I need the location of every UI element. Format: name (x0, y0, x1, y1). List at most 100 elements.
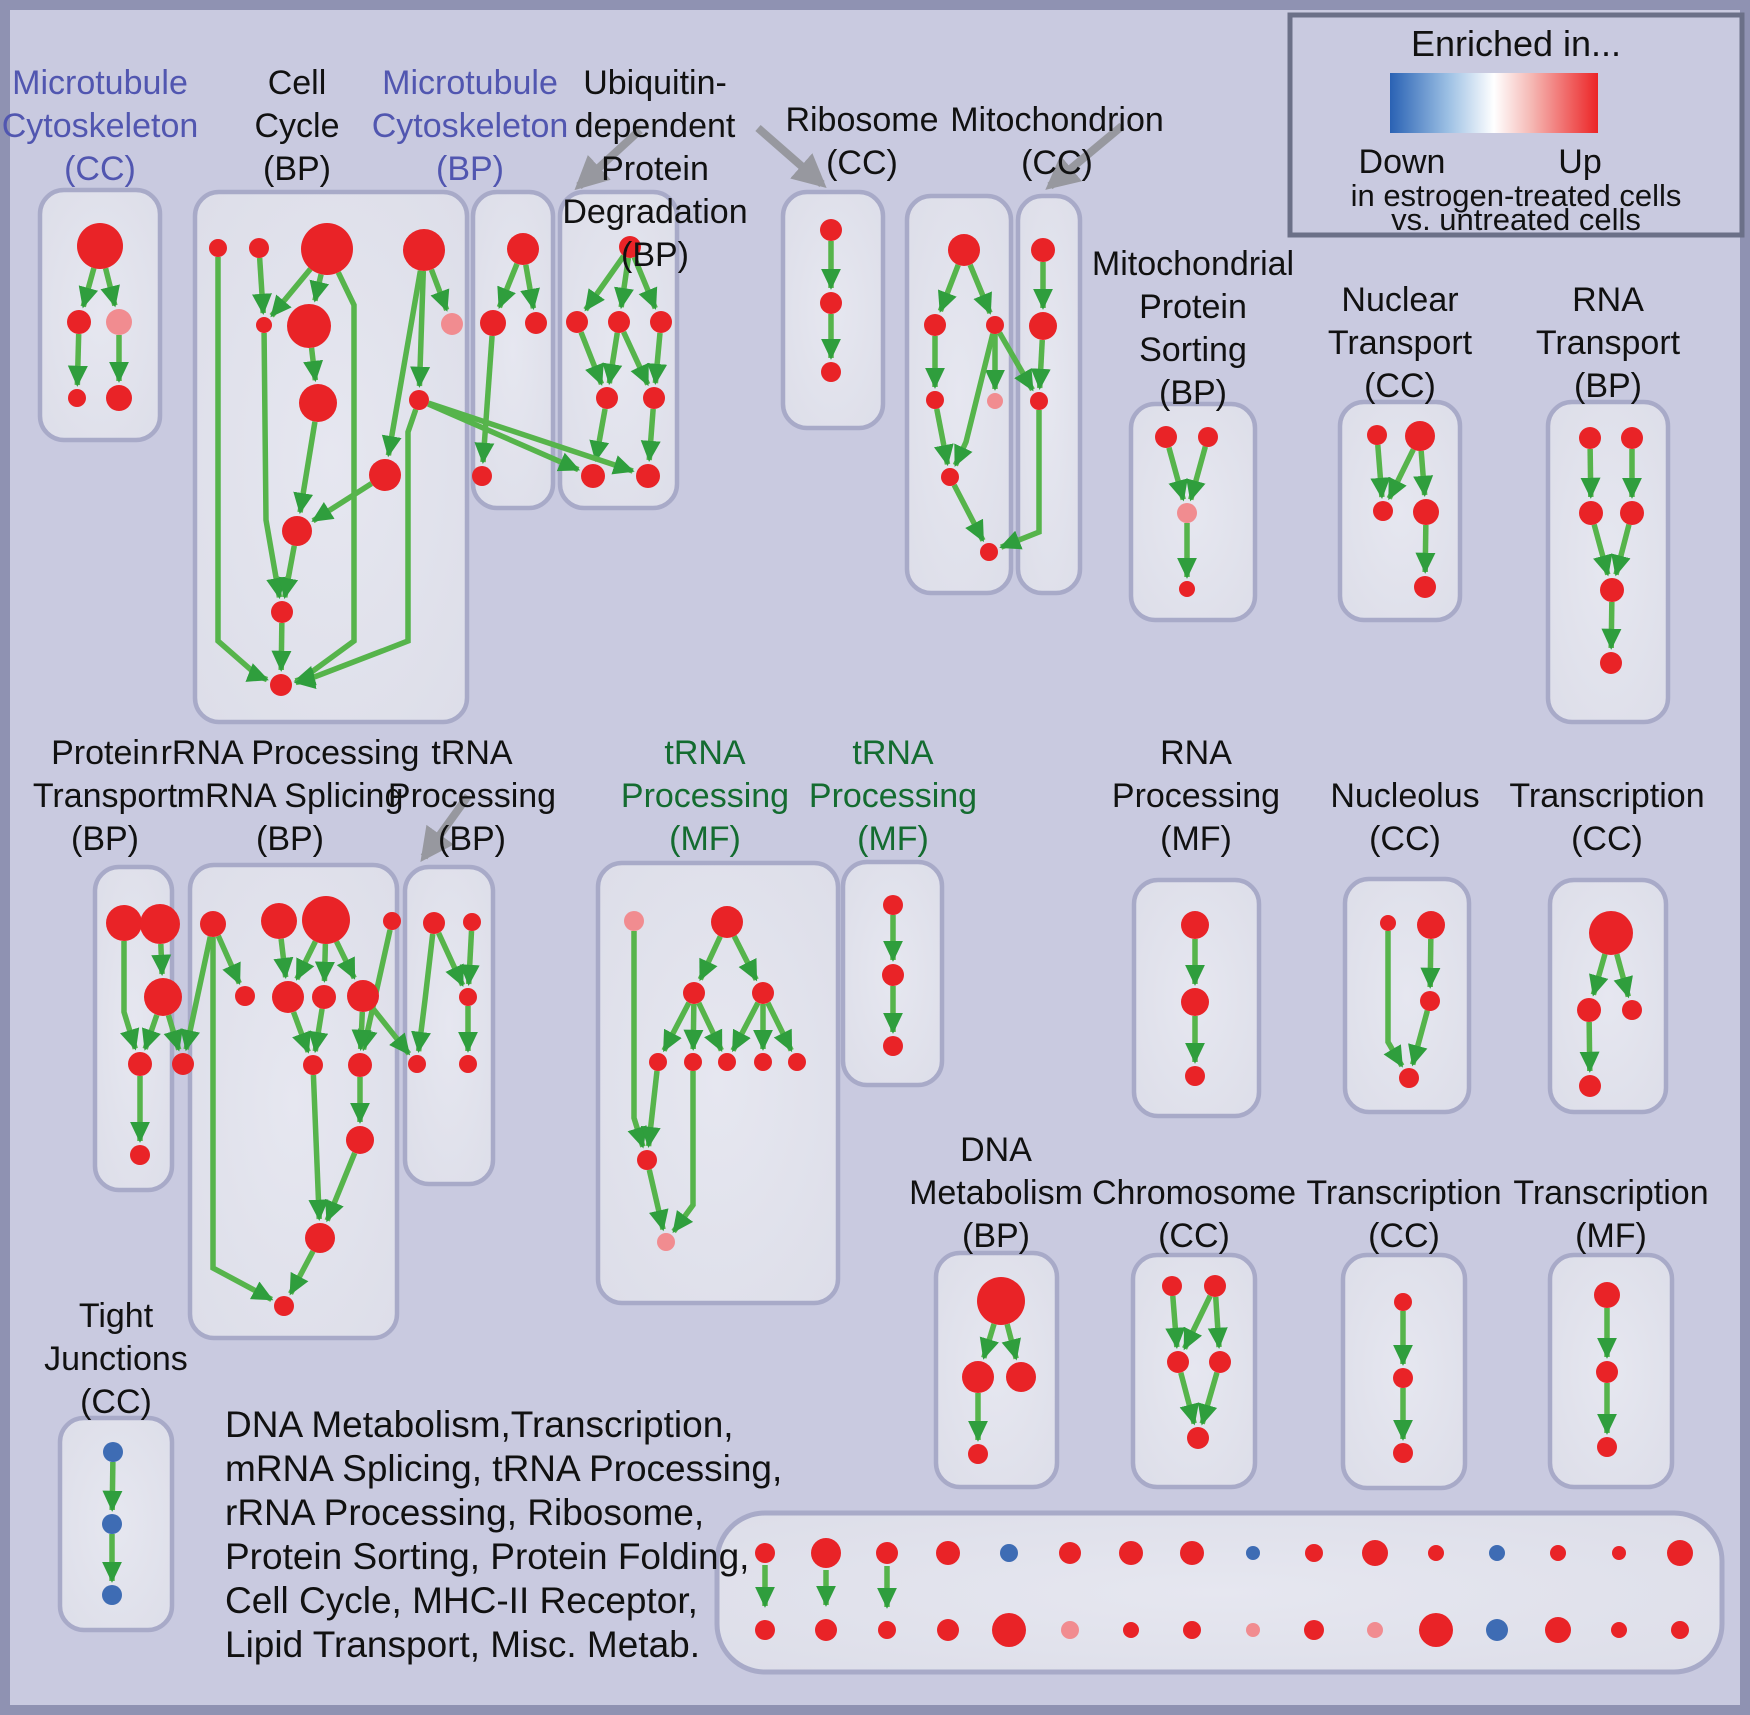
cluster-label-trna-bp: Processing (388, 777, 556, 815)
go-term-node-red (1305, 1544, 1323, 1562)
go-edge-arrow (1386, 448, 1416, 501)
go-edge-arrow (683, 1003, 704, 1051)
go-term-node-red (992, 1613, 1026, 1647)
go-edge-arrow (334, 940, 357, 980)
cluster-label-rna-transport: Transport (1536, 324, 1681, 362)
go-edge-arrow (496, 262, 520, 310)
go-term-node-red (1597, 1437, 1617, 1457)
cluster-label-mito-protein-sorting: Sorting (1139, 331, 1247, 369)
go-term-node-red (348, 1053, 372, 1077)
go-term-node-blue (102, 1514, 122, 1534)
go-edge-arrow (602, 332, 623, 386)
cluster-boxes-layer (37, 187, 1675, 1633)
go-term-node-red (1059, 1542, 1081, 1564)
go-term-node-red (883, 1036, 903, 1056)
go-edge-arrow (278, 545, 299, 600)
go-term-node-red (1399, 1068, 1419, 1088)
go-edge-arrow (288, 1249, 316, 1296)
go-edge-arrow (1408, 1009, 1431, 1067)
go-edge-arrow (78, 267, 99, 309)
go-edge-arrow (999, 410, 1042, 550)
go-edge-arrow (640, 408, 661, 462)
go-term-node-red (383, 912, 401, 930)
go-term-node-red (423, 912, 445, 934)
go-edge-arrow (151, 943, 172, 976)
go-term-node-red (718, 1053, 736, 1071)
cluster-label-trna-mf-b: tRNA (852, 734, 934, 772)
go-edge-arrow (627, 931, 647, 1149)
legend-subline-1: in estrogen-treated cells (1351, 178, 1682, 213)
cluster-label-nuclear-transport: Transport (1328, 324, 1473, 362)
go-term-node-red (1179, 581, 1195, 597)
go-term-node-red (301, 223, 353, 275)
cluster-label-ubiquitin-degradation: (BP) (621, 236, 689, 274)
cluster-box-rna-transport (1545, 399, 1671, 725)
cluster-label-rna-processing-mf: Processing (1112, 777, 1280, 815)
cluster-label-nucleolus: (CC) (1369, 820, 1441, 858)
cluster-label-mito-protein-sorting: Protein (1139, 288, 1247, 326)
cluster-label-microtubule-bp: Microtubule (382, 64, 558, 102)
go-term-node-red (643, 387, 665, 409)
go-term-node-red (347, 980, 379, 1012)
go-edge-arrow (1182, 1294, 1213, 1351)
go-term-node-red (1417, 911, 1445, 939)
go-term-node-red (282, 516, 312, 546)
go-edge-arrow (1420, 938, 1441, 989)
cluster-label-rna-processing-mf: (MF) (1160, 820, 1232, 858)
go-term-node-red (200, 911, 226, 937)
go-term-node-red (106, 905, 142, 941)
legend-gradient-bar (1390, 73, 1598, 133)
go-edge-arrow (293, 421, 318, 515)
go-edge-arrow (1186, 445, 1208, 502)
cluster-label-dna-metabolism: (BP) (962, 1217, 1030, 1255)
go-edge-arrow (1579, 1021, 1600, 1073)
go-term-node-red (106, 385, 132, 411)
go-term-node-red (1419, 1613, 1453, 1647)
go-edge-arrow (631, 256, 658, 310)
cluster-label-rna-transport: (BP) (1574, 367, 1642, 405)
cluster-label-trna-bp: tRNA (431, 734, 513, 772)
go-term-node-red (1167, 1351, 1189, 1373)
note-line: rRNA Processing, Ribosome, (225, 1492, 704, 1533)
go-term-node-red (650, 311, 672, 333)
go-edge-arrow (1580, 448, 1601, 499)
go-term-node-red (986, 316, 1004, 334)
go-term-node-red (876, 1542, 898, 1564)
go-edge-arrow (180, 936, 213, 1052)
go-edge-arrow (100, 267, 120, 308)
go-edge-arrow (311, 481, 373, 524)
cluster-label-trna-mf-a: Processing (621, 777, 789, 815)
go-term-node-red (305, 1223, 335, 1253)
go-term-node-red (1029, 312, 1057, 340)
go-edge-arrow (1383, 931, 1405, 1068)
go-term-node-red (68, 389, 86, 407)
go-term-node-red (754, 1053, 772, 1071)
go-term-node-red (878, 1621, 896, 1639)
cluster-label-transcription-cc-b: (CC) (1368, 1217, 1440, 1255)
cluster-label-nuclear-transport: Nuclear (1341, 281, 1458, 319)
go-edge-arrow (324, 1151, 358, 1223)
cluster-label-protein-transport: (BP) (71, 820, 139, 858)
note-line: Cell Cycle, MHC-II Receptor, (225, 1580, 698, 1621)
go-edge-arrow (251, 257, 272, 315)
go-term-node-red (369, 459, 401, 491)
go-edge-arrow (1613, 953, 1633, 999)
go-edge-arrow (1030, 339, 1051, 390)
cluster-box-trna-bp (402, 864, 496, 1187)
go-term-node-red (815, 1619, 837, 1641)
go-edge-arrow (215, 934, 242, 985)
go-edge-arrow (1207, 1296, 1228, 1349)
cluster-label-rrna-mrna: (BP) (256, 820, 324, 858)
go-edge-arrow (308, 1008, 329, 1054)
go-term-node-red (287, 304, 331, 348)
nodes-layer (67, 219, 1644, 1605)
go-edge-arrow (583, 254, 626, 312)
cluster-label-cell-cycle: Cell (268, 64, 327, 102)
legend-down-label: Down (1359, 143, 1446, 181)
go-edge-arrow (621, 330, 651, 387)
go-edge-arrow (1413, 450, 1434, 497)
go-term-node-red (1030, 392, 1048, 410)
go-edge-arrow (381, 270, 424, 458)
arrow-to-trna-bp-box (420, 793, 472, 862)
go-term-node-red (980, 543, 998, 561)
